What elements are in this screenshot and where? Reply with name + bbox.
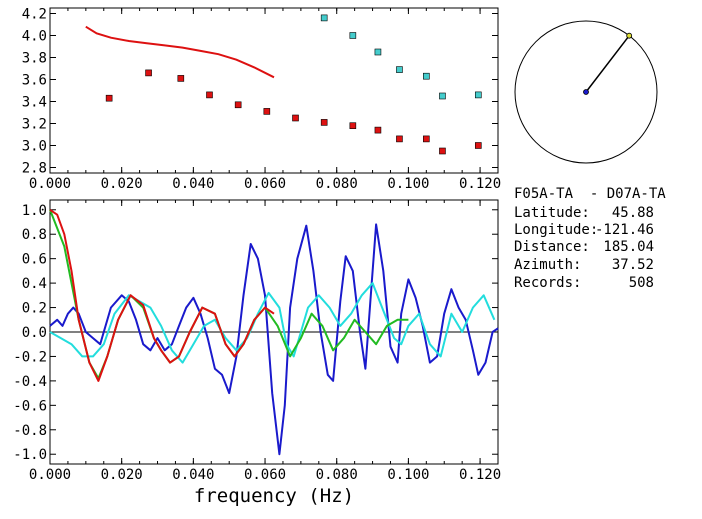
dispersion-curve	[85, 25, 275, 79]
dispersion-point	[396, 135, 403, 143]
x-tick-label: 0.060	[244, 467, 286, 483]
x-tick-label: 0.100	[387, 467, 429, 483]
dispersion-point	[474, 91, 482, 99]
y-tick-label: 0.6	[22, 252, 47, 268]
latitude-label: Latitude:	[514, 205, 590, 221]
y-tick-label: 4.2	[22, 7, 47, 23]
dispersion-point	[320, 14, 328, 22]
x-tick-label: 0.120	[459, 176, 501, 192]
y-tick-label: -1.0	[13, 447, 47, 463]
y-tick-label: 0.4	[22, 276, 47, 292]
y-tick-label: -0.6	[13, 398, 47, 414]
dispersion-point	[423, 135, 430, 143]
station-marker	[583, 89, 589, 95]
dispersion-point	[374, 126, 382, 134]
azimuth-tip-marker	[626, 32, 633, 39]
dispersion-point	[206, 91, 213, 99]
distance-label: Distance:	[514, 239, 590, 255]
dispersion-point	[177, 75, 185, 82]
latitude-value: 45.88	[612, 205, 654, 221]
y-tick-label: -0.4	[13, 374, 47, 390]
y-tick-label: -0.8	[13, 423, 47, 439]
y-tick-label: 1.0	[22, 203, 47, 219]
dispersion-point	[439, 92, 446, 100]
dispersion-point	[396, 66, 403, 73]
dispersion-point	[349, 32, 357, 39]
dispersion-point	[320, 119, 328, 126]
longitude-label: Longitude:	[514, 222, 598, 238]
azimuth-label: Azimuth:	[514, 257, 581, 273]
x-tick-label: 0.000	[29, 467, 71, 483]
dispersion-point	[263, 108, 271, 115]
dispersion-point	[105, 94, 113, 102]
longitude-value: -121.46	[595, 222, 654, 238]
azimuth-needle	[585, 35, 630, 93]
y-tick-label: -0.2	[13, 349, 47, 365]
dispersion-plot-frame	[49, 7, 499, 174]
dispersion-point	[374, 48, 382, 56]
correlation-series	[49, 208, 499, 456]
y-tick-label: 3.0	[22, 139, 47, 155]
y-tick-label: 0.2	[22, 301, 47, 317]
correlation-panel: 0.000 0.020 0.040 0.060 0.080 0.100 0.120 1.0 0.…	[13, 199, 501, 507]
x-tick-label: 0.020	[101, 467, 143, 483]
y-tick-label: 0.0	[22, 325, 47, 341]
x-axis-label: frequency (Hz)	[194, 485, 354, 507]
x-tick-label: 0.040	[172, 467, 214, 483]
dispersion-series	[85, 14, 482, 155]
station-pair-title: F05A-TA - D07A-TA	[514, 186, 666, 202]
x-tick-label: 0.000	[29, 176, 71, 192]
y-tick-label: 0.8	[22, 227, 47, 243]
x-tick-label: 0.020	[101, 176, 143, 192]
x-tick-label: 0.040	[172, 176, 214, 192]
dispersion-point	[234, 101, 242, 109]
x-tick-label: 0.100	[387, 176, 429, 192]
x-tick-label: 0.080	[316, 176, 358, 192]
dispersion-point	[292, 114, 299, 122]
y-tick-label: 3.2	[22, 117, 47, 133]
y-tick-label: 4.0	[22, 29, 47, 45]
records-value: 508	[629, 275, 654, 291]
dispersion-point	[474, 142, 482, 149]
x-tick-label: 0.120	[459, 467, 501, 483]
distance-value: 185.04	[603, 239, 654, 255]
compass-circle	[514, 20, 658, 164]
station-info: F05A-TA - D07A-TA Latitude: 45.88 Longit…	[514, 186, 666, 291]
dispersion-panel: 0.000 0.020 0.040 0.060 0.080 0.100 0.120 2.8 3.…	[22, 7, 501, 193]
correlation-curve	[49, 208, 275, 382]
azimuth-value: 37.52	[612, 257, 654, 273]
correlation-axes: 0.000 0.020 0.040 0.060 0.080 0.100 0.120 1.0 0.…	[13, 200, 501, 483]
y-tick-label: 3.8	[22, 51, 47, 67]
y-tick-label: 3.6	[22, 73, 47, 89]
x-tick-label: 0.060	[244, 176, 286, 192]
dispersion-point	[423, 72, 430, 80]
y-tick-label: 3.4	[22, 95, 47, 111]
dispersion-axes: 0.000 0.020 0.040 0.060 0.080 0.100 0.120 2.8 3.…	[22, 7, 501, 193]
dispersion-point	[349, 122, 357, 129]
y-tick-label: 2.8	[22, 161, 47, 177]
dispersion-point	[439, 147, 446, 155]
dispersion-point	[145, 69, 152, 77]
records-label: Records:	[514, 275, 581, 291]
x-tick-label: 0.080	[316, 467, 358, 483]
azimuth-compass	[514, 20, 658, 164]
correlation-curve	[49, 223, 499, 456]
